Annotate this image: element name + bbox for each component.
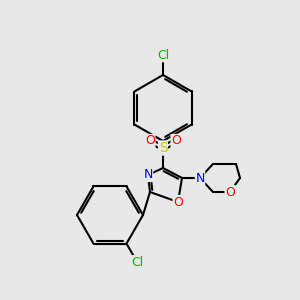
Text: O: O xyxy=(145,134,155,148)
Text: O: O xyxy=(171,134,181,148)
Text: O: O xyxy=(225,185,235,199)
Text: Cl: Cl xyxy=(131,256,143,269)
Text: N: N xyxy=(143,169,153,182)
Text: Cl: Cl xyxy=(157,49,169,62)
Text: N: N xyxy=(195,172,205,184)
Text: O: O xyxy=(173,196,183,208)
Text: S: S xyxy=(159,141,167,155)
